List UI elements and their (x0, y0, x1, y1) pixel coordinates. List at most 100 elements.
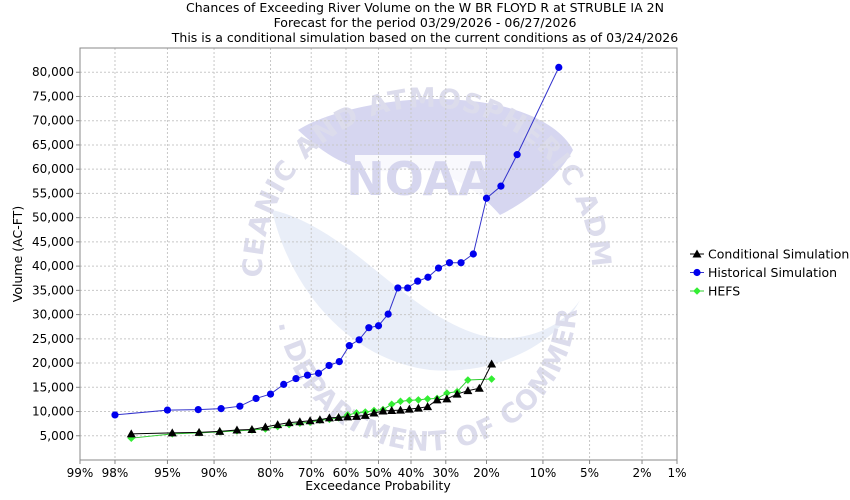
data-point (404, 404, 414, 413)
y-tick-label: 50,000 (32, 211, 74, 225)
legend-label: Conditional Simulation (708, 247, 849, 262)
data-point (513, 151, 521, 159)
data-point (325, 361, 333, 370)
data-point (217, 405, 225, 413)
noaa-logo-text: NOAA (346, 152, 494, 206)
data-point (292, 374, 300, 383)
y-tick-label: 60,000 (32, 162, 74, 176)
data-point (194, 427, 204, 436)
y-tick-label: 55,000 (32, 186, 74, 200)
x-tick-label: 50% (365, 466, 392, 480)
data-point (482, 194, 491, 202)
data-point (384, 310, 392, 318)
x-tick-label: 80% (257, 466, 284, 480)
x-tick-label: 40% (398, 466, 425, 480)
y-tick-label: 40,000 (32, 259, 74, 273)
data-point (315, 415, 325, 424)
data-point (345, 342, 353, 350)
x-tick-label: 30% (432, 466, 459, 480)
data-point (414, 396, 423, 404)
series-historical-simulation (111, 63, 563, 419)
data-point (324, 413, 334, 422)
data-point (163, 406, 172, 414)
data-point (432, 395, 442, 404)
x-tick-label: 98% (102, 466, 129, 480)
y-tick-label: 75,000 (32, 89, 74, 103)
data-point (247, 424, 257, 433)
data-point (355, 336, 363, 344)
y-tick-label: 25,000 (32, 332, 74, 346)
data-point (423, 402, 433, 411)
data-point (423, 395, 432, 403)
x-axis-label: Exceedance Probability (305, 478, 451, 493)
y-tick-label: 45,000 (32, 235, 74, 249)
data-point (404, 284, 412, 292)
data-point (395, 405, 405, 414)
chart-subtitle-2: This is a conditional simulation based o… (171, 30, 678, 45)
data-point (273, 420, 283, 429)
data-point (396, 397, 405, 406)
data-point (334, 412, 344, 421)
y-axis-label: Volume (AC-FT) (10, 206, 25, 302)
data-point (378, 406, 388, 415)
plot-frame (79, 47, 678, 461)
chart-title: Chances of Exceeding River Volume on the… (186, 0, 664, 15)
y-tick-label: 80,000 (32, 65, 74, 79)
x-tick-label: 99% (67, 466, 94, 480)
data-point (369, 408, 379, 417)
y-tick-label: 15,000 (32, 380, 74, 394)
legend-label: Historical Simulation (708, 265, 837, 280)
data-point (555, 63, 563, 71)
data-point (360, 410, 370, 419)
data-point (469, 250, 477, 258)
data-point (343, 412, 353, 421)
data-point (284, 418, 294, 427)
data-point (464, 376, 472, 384)
chart-subtitle-1: Forecast for the period 03/29/2026 - 06/… (274, 15, 577, 30)
x-tick-label: 20% (473, 466, 500, 480)
data-point (497, 182, 505, 190)
y-tick-label: 20,000 (32, 356, 74, 370)
legend-marker (692, 249, 702, 258)
data-point (335, 358, 343, 366)
x-tick-label: 10% (530, 466, 557, 480)
y-tick-label: 10,000 (32, 405, 74, 419)
y-tick-label: 30,000 (32, 308, 74, 322)
data-point (374, 322, 383, 330)
data-point (387, 400, 396, 409)
data-point (413, 403, 423, 412)
data-point (414, 277, 422, 285)
data-point (194, 405, 202, 414)
noaa-bird-lower-shape (272, 210, 580, 371)
data-point (232, 425, 242, 434)
data-point (126, 429, 136, 438)
data-point (487, 359, 497, 368)
axes: 99% 98% 95% 90% 80% 70% 60% 50% 40% 30% 20% 10% 5% 2%… (32, 47, 687, 480)
series-layer (111, 63, 563, 442)
x-tick-label: 1% (667, 466, 686, 480)
y-tick-label: 70,000 (32, 114, 74, 128)
data-point (295, 417, 305, 426)
y-tick-label: 5,000 (40, 429, 74, 443)
data-point (236, 402, 244, 410)
data-point (463, 386, 473, 395)
data-point (387, 406, 397, 415)
data-point (487, 375, 496, 383)
legend-label: HEFS (708, 284, 740, 299)
x-tick-label: 90% (201, 466, 228, 480)
legend-item: Conditional Simulation (690, 247, 849, 262)
legend-item: Historical Simulation (690, 265, 837, 280)
data-point (303, 371, 312, 379)
x-tick-label: 95% (154, 466, 181, 480)
x-tick-label: 5% (580, 466, 599, 480)
data-point (445, 259, 454, 267)
data-point (280, 380, 288, 388)
legend-marker (693, 268, 701, 277)
data-point (111, 411, 119, 419)
data-point (405, 396, 414, 405)
series-conditional-simulation (126, 359, 497, 438)
data-point (314, 369, 323, 377)
data-point (394, 284, 402, 292)
x-tick-label: 60% (333, 466, 360, 480)
